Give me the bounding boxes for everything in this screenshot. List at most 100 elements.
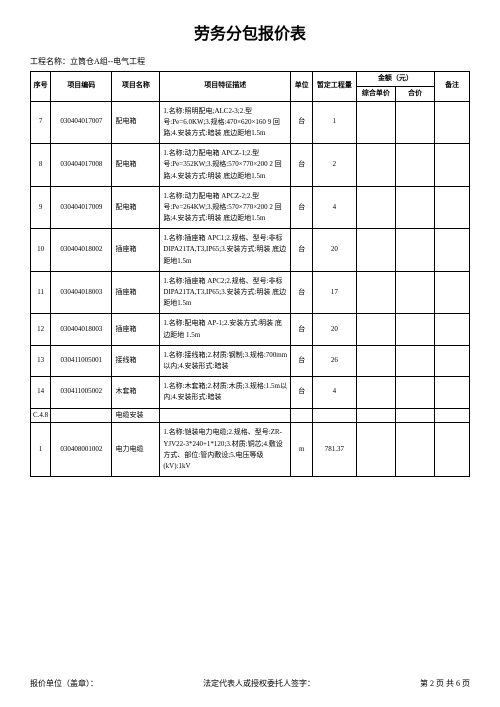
footer-right: 第 2 页 共 6 页 [420, 678, 470, 689]
th-total-price: 合价 [395, 86, 434, 101]
cell-note [435, 144, 470, 187]
table-row: 10030404018002插座箱1.名称:插座箱 APC1;2.规格、型号:非… [31, 229, 470, 272]
cell-tprice [395, 186, 434, 229]
cell-name: 配电箱 [112, 101, 160, 144]
cell-uprice [356, 408, 395, 423]
cell-desc: 1.名称:接线箱;2.材质:钢制;3.规格:700mm以内;4.安装形式:暗装 [160, 345, 291, 376]
cell-qty: 4 [313, 186, 357, 229]
th-unit: 单位 [291, 72, 313, 102]
cell-name: 接线箱 [112, 345, 160, 376]
cell-unit: m [291, 423, 313, 477]
cell-uprice [356, 229, 395, 272]
cell-unit: 台 [291, 377, 313, 408]
cell-note [435, 271, 470, 314]
cell-tprice [395, 229, 434, 272]
cell-uprice [356, 377, 395, 408]
table-row: C.4.8 电缆安装 [31, 408, 470, 423]
cell-note [435, 314, 470, 345]
cell-unit: 台 [291, 144, 313, 187]
cell-qty: 2 [313, 144, 357, 187]
project-line: 工程名称：立筒仓A组--电气工程 [30, 56, 470, 67]
table-row: 11030404018003插座箱1.名称:插座箱 APC2;2.规格、型号:非… [31, 271, 470, 314]
cell-desc: 1.名称:动力配电箱 APCZ-1;2.型号:Pe=352KW;3.规格:570… [160, 144, 291, 187]
cell-desc: 1.名称:木套箱;2.材质:木质;3.规格:1.5m以内;4.安装形式:暗装 [160, 377, 291, 408]
cell-unit: 台 [291, 101, 313, 144]
cell-uprice [356, 144, 395, 187]
cell-tprice [395, 408, 434, 423]
cell-note [435, 186, 470, 229]
cell-name: 木套箱 [112, 377, 160, 408]
cell-seq: 11 [31, 271, 51, 314]
cell-tprice [395, 345, 434, 376]
cell-seq: 1 [31, 423, 51, 477]
cell-desc: 1.名称:插座箱 APC2;2.规格、型号:非标 DIPA21TA,T3,IP6… [160, 271, 291, 314]
cell-seq: 12 [31, 314, 51, 345]
cell-code: 030404017008 [51, 144, 112, 187]
cell-unit: 台 [291, 229, 313, 272]
quote-table: 序号 项目编码 项目名称 项目特征描述 单位 暂定工程量 金额（元） 备注 综合… [30, 71, 470, 477]
cell-uprice [356, 186, 395, 229]
table-row: 12030404018003插座箱1.名称:配电箱 AP-1;2.安装方式:明装… [31, 314, 470, 345]
cell-code: 030404017009 [51, 186, 112, 229]
table-row: 9030404017009配电箱1.名称:动力配电箱 APCZ-2;2.型号:P… [31, 186, 470, 229]
th-note: 备注 [435, 72, 470, 102]
cell-seq: 7 [31, 101, 51, 144]
cell-desc: 1.名称:插座箱 APC1;2.规格、型号:非标 DIPA21TA,T3,IP6… [160, 229, 291, 272]
cell-qty: 26 [313, 345, 357, 376]
cell-code: 030411005002 [51, 377, 112, 408]
cell-seq: 9 [31, 186, 51, 229]
cell-unit: 台 [291, 314, 313, 345]
cell-seq: C.4.8 [31, 408, 51, 423]
cell-code: 030404018002 [51, 229, 112, 272]
cell-code: 030404018003 [51, 271, 112, 314]
cell-name: 电缆安装 [112, 408, 160, 423]
cell-desc: 1.名称:铠装电力电缆;2.规格、型号:ZR-YJV22-3*240+1*120… [160, 423, 291, 477]
cell-desc: 1.名称:动力配电箱 APCZ-2;2.型号:Pe=264KW;3.规格:570… [160, 186, 291, 229]
project-name: 立筒仓A组--电气工程 [70, 57, 145, 66]
cell-name: 插座箱 [112, 271, 160, 314]
cell-seq: 13 [31, 345, 51, 376]
footer: 报价单位（盖章）： 法定代表人或授权委托人签字： 第 2 页 共 6 页 [30, 678, 470, 689]
cell-name: 插座箱 [112, 314, 160, 345]
cell-uprice [356, 271, 395, 314]
th-desc: 项目特征描述 [160, 72, 291, 102]
table-row: 8030404017008配电箱1.名称:动力配电箱 APCZ-1;2.型号:P… [31, 144, 470, 187]
cell-seq: 8 [31, 144, 51, 187]
cell-note [435, 377, 470, 408]
cell-note [435, 229, 470, 272]
cell-code: 030408001002 [51, 423, 112, 477]
cell-tprice [395, 423, 434, 477]
cell-note [435, 345, 470, 376]
cell-qty: 781.37 [313, 423, 357, 477]
cell-unit: 台 [291, 186, 313, 229]
cell-qty: 20 [313, 314, 357, 345]
cell-uprice [356, 423, 395, 477]
cell-note [435, 408, 470, 423]
cell-qty: 4 [313, 377, 357, 408]
page-title: 劳务分包报价表 [30, 20, 470, 44]
cell-name: 电力电缆 [112, 423, 160, 477]
cell-code [51, 408, 112, 423]
cell-note [435, 423, 470, 477]
cell-name: 插座箱 [112, 229, 160, 272]
table-row: 7030404017007配电箱1.名称:照明配电;ALC2-3;2.型号:Pe… [31, 101, 470, 144]
footer-left: 报价单位（盖章）： [30, 678, 98, 689]
cell-tprice [395, 314, 434, 345]
cell-tprice [395, 101, 434, 144]
th-unit-price: 综合单价 [356, 86, 395, 101]
th-seq: 序号 [31, 72, 51, 102]
cell-qty [313, 408, 357, 423]
footer-center: 法定代表人或授权委托人签字： [203, 678, 315, 689]
table-row: 13030411005001接线箱1.名称:接线箱;2.材质:钢制;3.规格:7… [31, 345, 470, 376]
cell-unit: 台 [291, 345, 313, 376]
cell-seq: 14 [31, 377, 51, 408]
cell-qty: 20 [313, 229, 357, 272]
cell-unit: 台 [291, 271, 313, 314]
table-row: 14030411005002木套箱1.名称:木套箱;2.材质:木质;3.规格:1… [31, 377, 470, 408]
th-amount-group: 金额（元） [356, 72, 434, 87]
cell-tprice [395, 271, 434, 314]
table-row: 1030408001002电力电缆1.名称:铠装电力电缆;2.规格、型号:ZR-… [31, 423, 470, 477]
cell-uprice [356, 101, 395, 144]
cell-uprice [356, 314, 395, 345]
cell-tprice [395, 377, 434, 408]
